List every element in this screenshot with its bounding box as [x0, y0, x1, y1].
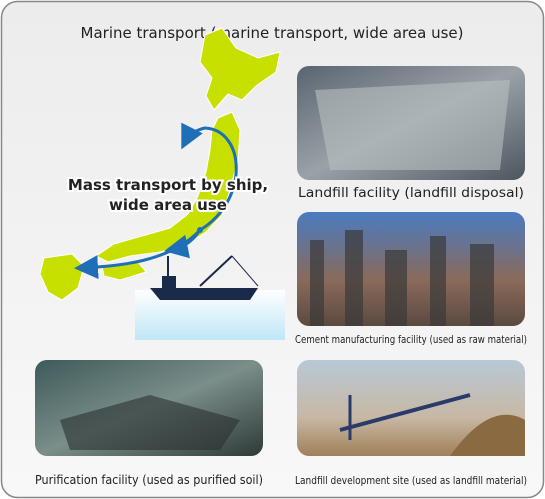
photo-detail: [60, 395, 240, 450]
ship-scene: [135, 255, 285, 340]
photo-detail: [310, 230, 494, 326]
photo: [297, 360, 525, 456]
caption: Purification facility (used as purified …: [35, 473, 263, 487]
photo-detail: [315, 80, 510, 170]
photo-detail: [339, 393, 525, 456]
caption: Landfill development site (used as landf…: [295, 474, 527, 487]
transport-arrows: [74, 122, 238, 280]
caption: Landfill facility (landfill disposal): [298, 186, 524, 201]
title: Marine transport (marine transport, wide…: [81, 24, 464, 42]
map-label: Mass transport by ship,: [68, 176, 268, 194]
map-label: wide area use: [109, 196, 227, 214]
caption: Cement manufacturing facility (used as r…: [295, 333, 527, 346]
